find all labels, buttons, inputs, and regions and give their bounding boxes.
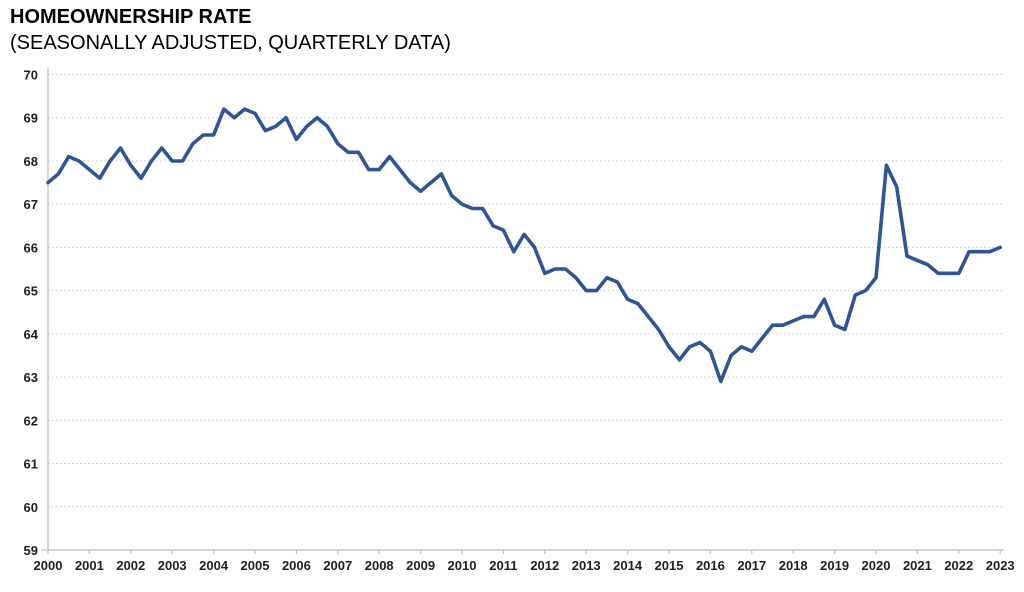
x-tick-label-2022: 2022 [944, 558, 973, 573]
x-tick-label-2014: 2014 [613, 558, 643, 573]
y-tick-label-63: 63 [24, 370, 38, 385]
y-tick-label-61: 61 [24, 457, 38, 472]
x-tick-label-2023: 2023 [986, 558, 1015, 573]
x-tick-label-2009: 2009 [406, 558, 435, 573]
x-tick-label-2012: 2012 [530, 558, 559, 573]
y-tick-label-64: 64 [24, 327, 39, 342]
x-tick-label-2008: 2008 [365, 558, 394, 573]
y-tick-label-59: 59 [24, 543, 38, 558]
x-tick-label-2018: 2018 [779, 558, 808, 573]
x-tick-label-2000: 2000 [34, 558, 63, 573]
y-tick-label-65: 65 [24, 284, 38, 299]
y-tick-label-60: 60 [24, 500, 38, 515]
y-tick-label-68: 68 [24, 154, 38, 169]
x-tick-label-2006: 2006 [282, 558, 311, 573]
x-tick-label-2011: 2011 [489, 558, 517, 573]
x-tick-label-2005: 2005 [241, 558, 270, 573]
y-tick-label-70: 70 [24, 68, 38, 83]
x-tick-label-2007: 2007 [323, 558, 352, 573]
x-tick-label-2020: 2020 [862, 558, 891, 573]
y-tick-label-67: 67 [24, 197, 38, 212]
y-tick-label-66: 66 [24, 240, 38, 255]
x-tick-label-2019: 2019 [820, 558, 849, 573]
y-tick-label-62: 62 [24, 413, 38, 428]
x-tick-label-2001: 2001 [75, 558, 104, 573]
chart-title: HOMEOWNERSHIP RATE [10, 6, 252, 28]
x-tick-label-2003: 2003 [158, 558, 187, 573]
data-series-line [46, 107, 1003, 384]
chart-subtitle: (SEASONALLY ADJUSTED, QUARTERLY DATA) [10, 32, 451, 54]
x-tick-label-2016: 2016 [696, 558, 725, 573]
x-tick-label-2015: 2015 [655, 558, 684, 573]
x-tick-label-2010: 2010 [448, 558, 477, 573]
y-tick-label-69: 69 [24, 111, 38, 126]
x-tick-label-2002: 2002 [116, 558, 145, 573]
x-tick-label-2013: 2013 [572, 558, 601, 573]
x-tick-label-2004: 2004 [199, 558, 229, 573]
x-tick-label-2021: 2021 [903, 558, 932, 573]
x-tick-label-2017: 2017 [737, 558, 766, 573]
title-block: HOMEOWNERSHIP RATE (SEASONALLY ADJUSTED,… [10, 4, 451, 56]
